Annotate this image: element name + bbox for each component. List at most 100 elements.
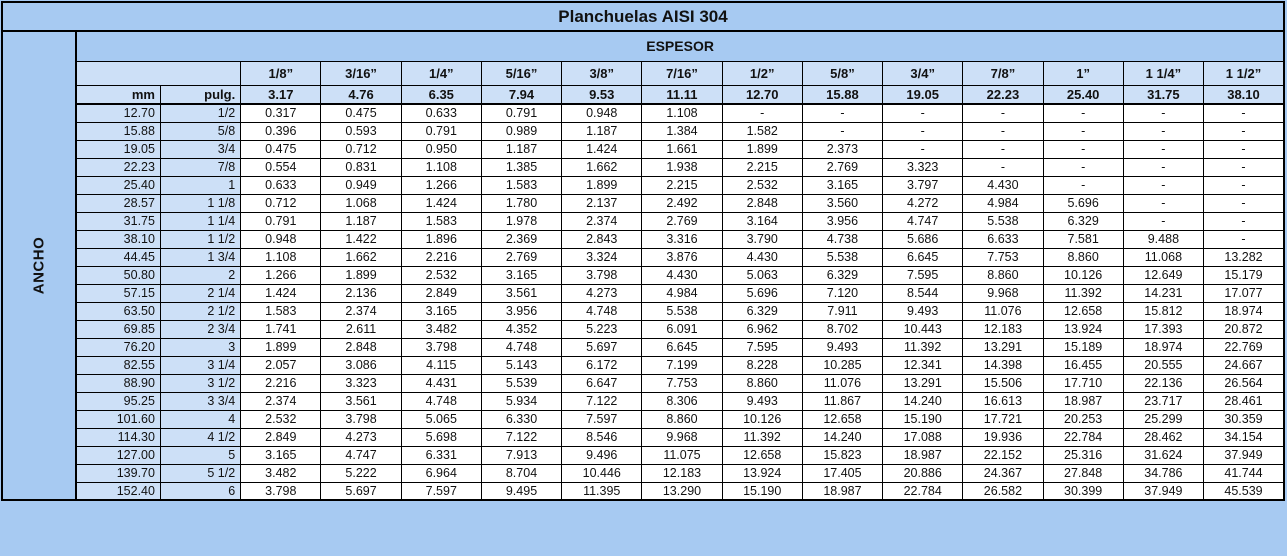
weight-cell: 4.115 xyxy=(400,355,482,375)
ancho-axis-cell: ANCHO xyxy=(1,30,78,501)
weight-cell: 0.791 xyxy=(480,103,563,123)
weight-cell: 17.721 xyxy=(962,409,1044,429)
width-pulg-cell: 7/8 xyxy=(159,157,242,177)
thickness-mm-header: 19.05 xyxy=(882,84,964,105)
weight-cell: 15.189 xyxy=(1042,337,1124,357)
weight-cell: 3.316 xyxy=(641,229,723,249)
width-mm-cell: 12.70 xyxy=(75,103,161,123)
weight-cell: 4.273 xyxy=(320,427,402,447)
weight-cell: 6.329 xyxy=(801,265,884,285)
weight-cell: 7.597 xyxy=(561,409,643,429)
weight-cell: 17.393 xyxy=(1122,319,1205,339)
weight-cell: 20.886 xyxy=(882,463,964,483)
weight-cell: 15.179 xyxy=(1203,265,1285,285)
width-mm-cell: 114.30 xyxy=(75,427,161,447)
weight-cell: 1.424 xyxy=(240,283,322,303)
weight-cell: 14.231 xyxy=(1122,283,1205,303)
weight-cell: 1.741 xyxy=(240,319,322,339)
thickness-mm-header: 9.53 xyxy=(561,84,643,105)
table-row: 139.70 5 1/2 3.482 5.222 6.964 8.704 10.446 12.… xyxy=(2,463,1285,483)
width-pulg-cell: 3 3/4 xyxy=(159,391,242,411)
weight-cell: - xyxy=(1203,157,1285,177)
weight-cell: 3.798 xyxy=(240,481,322,501)
weight-cell: 2.532 xyxy=(240,409,322,429)
weight-cell: 10.443 xyxy=(882,319,964,339)
weight-cell: 2.057 xyxy=(240,355,322,375)
weight-cell: 24.667 xyxy=(1203,355,1285,375)
width-mm-cell: 139.70 xyxy=(75,463,161,483)
thickness-mm-header: 6.35 xyxy=(400,84,482,105)
weight-cell: 2.848 xyxy=(721,193,803,213)
weight-cell: 4.984 xyxy=(962,193,1044,213)
weight-cell: 17.077 xyxy=(1203,283,1285,303)
weight-cell: 5.698 xyxy=(400,427,482,447)
weight-cell: 0.633 xyxy=(240,175,322,195)
weight-cell: 0.554 xyxy=(240,157,322,177)
weight-cell: 7.595 xyxy=(721,337,803,357)
weight-cell: 12.341 xyxy=(882,355,964,375)
weight-cell: 5.223 xyxy=(561,319,643,339)
weight-cell: - xyxy=(1122,193,1205,213)
width-pulg-cell: 5/8 xyxy=(159,121,242,141)
weight-cell: 15.823 xyxy=(801,445,884,465)
weight-cell: 30.399 xyxy=(1042,481,1124,501)
weight-cell: 4.273 xyxy=(561,283,643,303)
thickness-inch-header: 5/8” xyxy=(801,60,884,86)
weight-cell: 7.753 xyxy=(962,247,1044,267)
weight-cell: 5.143 xyxy=(480,355,563,375)
weight-cell: 8.306 xyxy=(641,391,723,411)
weight-cell: 1.187 xyxy=(320,211,402,231)
weight-cell: 6.645 xyxy=(882,247,964,267)
weight-cell: 6.962 xyxy=(721,319,803,339)
weight-cell: 11.075 xyxy=(641,445,723,465)
thickness-mm-header: 22.23 xyxy=(962,84,1044,105)
weight-cell: 10.285 xyxy=(801,355,884,375)
weight-cell: 4.430 xyxy=(721,247,803,267)
thickness-mm-header: 25.40 xyxy=(1042,84,1124,105)
weight-cell: 4.431 xyxy=(400,373,482,393)
weight-cell: 27.848 xyxy=(1042,463,1124,483)
weight-cell: 1.384 xyxy=(641,121,723,141)
weight-cell: - xyxy=(1042,121,1124,141)
weight-cell: 8.228 xyxy=(721,355,803,375)
width-pulg-cell: 5 xyxy=(159,445,242,465)
weight-cell: 37.949 xyxy=(1203,445,1285,465)
weight-cell: 2.843 xyxy=(561,229,643,249)
width-mm-cell: 101.60 xyxy=(75,409,161,429)
weight-cell: - xyxy=(1122,139,1205,159)
weight-cell: - xyxy=(1203,211,1285,231)
weight-cell: 22.769 xyxy=(1203,337,1285,357)
weight-cell: 9.493 xyxy=(882,301,964,321)
weight-cell: 3.797 xyxy=(882,175,964,195)
weight-cell: 4.430 xyxy=(641,265,723,285)
table-row: 69.85 2 3/4 1.741 2.611 3.482 4.352 5.223 6.091… xyxy=(2,319,1285,339)
table-row: 76.20 3 1.899 2.848 3.798 4.748 5.697 6.645 7.59… xyxy=(2,337,1285,357)
weight-cell: 7.581 xyxy=(1042,229,1124,249)
weight-cell: 1.187 xyxy=(561,121,643,141)
weight-cell: 30.359 xyxy=(1203,409,1285,429)
weight-cell: 1.899 xyxy=(240,337,322,357)
weight-cell: 31.624 xyxy=(1122,445,1205,465)
weight-cell: 5.539 xyxy=(480,373,563,393)
weight-cell: 3.482 xyxy=(240,463,322,483)
thickness-mm-row: mm pulg. 3.17 4.76 6.35 7.94 9.53 11.11 12.70 1… xyxy=(2,84,1285,105)
weight-cell: 2.373 xyxy=(801,139,884,159)
weight-cell: 11.392 xyxy=(721,427,803,447)
weight-cell: 0.712 xyxy=(240,193,322,213)
weight-cell: 0.949 xyxy=(320,175,402,195)
weight-cell: 8.704 xyxy=(480,463,563,483)
weight-cell: 5.063 xyxy=(721,265,803,285)
thickness-mm-header: 15.88 xyxy=(801,84,884,105)
weight-cell: - xyxy=(1122,121,1205,141)
weight-cell: 3.560 xyxy=(801,193,884,213)
width-mm-cell: 69.85 xyxy=(75,319,161,339)
weight-cell: 2.532 xyxy=(721,175,803,195)
weight-cell: 37.949 xyxy=(1122,481,1205,501)
table-row: 19.05 3/4 0.475 0.712 0.950 1.187 1.424 1.661 1.… xyxy=(2,139,1285,159)
weight-cell: - xyxy=(1122,211,1205,231)
table-row: 127.00 5 3.165 4.747 6.331 7.913 9.496 11.075 12… xyxy=(2,445,1285,465)
weight-cell: 6.329 xyxy=(1042,211,1124,231)
weight-cell: 9.968 xyxy=(962,283,1044,303)
weight-cell: - xyxy=(962,157,1044,177)
weight-cell: 3.798 xyxy=(320,409,402,429)
